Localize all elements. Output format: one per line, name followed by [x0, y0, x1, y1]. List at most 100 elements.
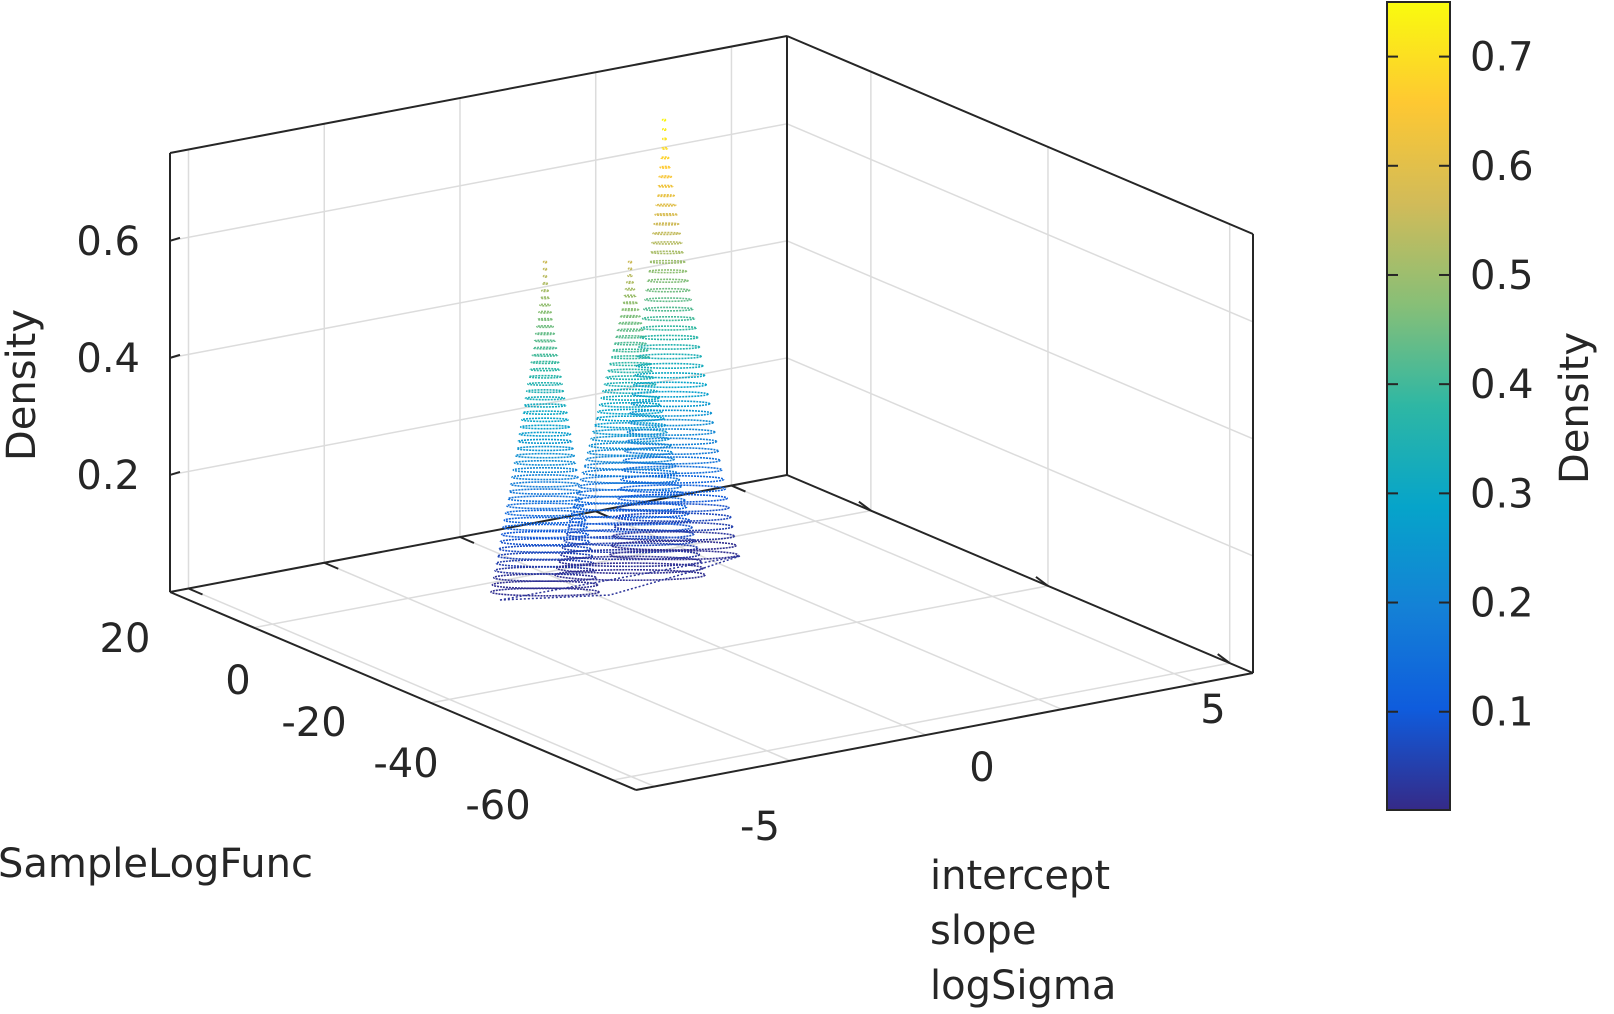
wall-grid-line — [786, 357, 1254, 557]
x-tick-label: -40 — [373, 741, 438, 787]
y-axis-line — [635, 672, 1254, 791]
density-ring — [517, 438, 573, 445]
density-ring — [523, 403, 567, 408]
density-ring — [611, 531, 736, 542]
density-ring — [574, 495, 686, 505]
density-ring — [638, 344, 701, 350]
density-ring — [534, 332, 556, 336]
wall-grid-line — [169, 240, 788, 359]
colorbar-tick-label: 0.7 — [1470, 35, 1534, 81]
x-tick-label: -20 — [281, 700, 346, 746]
y-tick-label: 0 — [969, 745, 994, 791]
colorbar-tick-label: 0.4 — [1470, 362, 1534, 408]
density-ring — [644, 297, 693, 303]
floor-grid-line — [253, 509, 872, 629]
density-ring — [540, 289, 550, 293]
y-axis-title-line-2: slope — [930, 908, 1036, 954]
density-ring — [661, 118, 667, 122]
density-ring — [499, 537, 591, 546]
density-ring — [581, 468, 679, 478]
y-axis-title-line-3: logSigma — [930, 963, 1116, 1009]
box-edge — [786, 474, 1254, 674]
density-ring — [630, 400, 711, 408]
density-ring — [536, 317, 554, 321]
density-ring — [634, 372, 706, 379]
density-ring — [641, 315, 696, 322]
density-ring — [512, 467, 578, 474]
density-ring — [557, 555, 703, 568]
density-ring — [620, 308, 640, 312]
x-tick-label: 0 — [225, 658, 250, 704]
density-ring — [661, 137, 667, 141]
density-ring — [556, 562, 704, 575]
density-ring — [600, 395, 660, 401]
density-ring — [518, 431, 572, 437]
density-ring — [554, 568, 706, 582]
density-ring — [533, 339, 557, 343]
density-ring — [498, 544, 592, 553]
colorbar-tick-label: 0.3 — [1470, 471, 1534, 517]
density-ring — [629, 409, 713, 417]
density-ring — [598, 401, 662, 408]
floor-grid-line — [459, 536, 927, 736]
density-ring — [535, 324, 555, 329]
density-ring — [539, 296, 551, 300]
density-ring — [516, 445, 574, 452]
wall-grid-line — [169, 123, 788, 242]
density-ring — [654, 212, 679, 217]
density-ring — [490, 587, 600, 597]
grid-lines — [169, 46, 1254, 788]
density-ring — [519, 424, 571, 430]
density-ring — [657, 184, 674, 188]
density-ring — [639, 334, 699, 341]
floor-grid-line — [430, 585, 1049, 704]
density-ring — [619, 314, 641, 319]
floor-grid-line — [731, 484, 1198, 685]
box-edge — [169, 474, 788, 593]
z-tick-label: 0.4 — [76, 336, 140, 382]
density-ring — [559, 548, 701, 561]
wall-grid-line — [786, 123, 1254, 323]
density-ring — [610, 540, 737, 551]
box-edge — [169, 35, 788, 154]
colorbar-tick-label: 0.5 — [1470, 253, 1534, 299]
density-ring — [527, 381, 563, 386]
density-ring — [659, 165, 671, 169]
density-ring — [649, 250, 685, 255]
density-ring — [626, 428, 716, 436]
density-ring — [656, 194, 676, 198]
wall-grid-line — [786, 240, 1254, 440]
density-ring — [617, 493, 728, 503]
density-ring — [542, 260, 548, 264]
density-ring — [627, 274, 633, 278]
x-tick-label: -60 — [465, 783, 530, 829]
floor-grid-line — [612, 662, 1230, 781]
density-ring — [625, 280, 635, 285]
density-ring — [506, 502, 584, 510]
density-ring — [514, 452, 576, 459]
density-ring — [531, 353, 559, 357]
density-ring — [491, 580, 599, 590]
density-ring — [521, 417, 569, 423]
density-ring — [642, 306, 694, 312]
density-ring — [613, 521, 734, 532]
wall-grid-line — [169, 357, 788, 476]
density-ring — [623, 294, 637, 298]
density-ring — [621, 301, 639, 305]
density-ring — [614, 512, 732, 523]
density-slice — [609, 118, 739, 561]
density-ring — [627, 418, 714, 427]
density-ring — [603, 381, 657, 388]
z-tick-label: 0.2 — [76, 453, 140, 499]
density-ring — [507, 495, 583, 503]
density-ring — [613, 341, 647, 346]
density-ring — [530, 360, 560, 365]
colorbar-tick-label: 0.2 — [1470, 581, 1534, 627]
density-ring — [595, 415, 665, 422]
y-tick-mark — [1217, 653, 1231, 664]
y-tick-label: -5 — [740, 804, 780, 850]
x-tick-mark — [323, 561, 339, 570]
density-ring — [648, 259, 686, 264]
density-ring — [609, 549, 739, 561]
density-ring — [541, 281, 549, 286]
